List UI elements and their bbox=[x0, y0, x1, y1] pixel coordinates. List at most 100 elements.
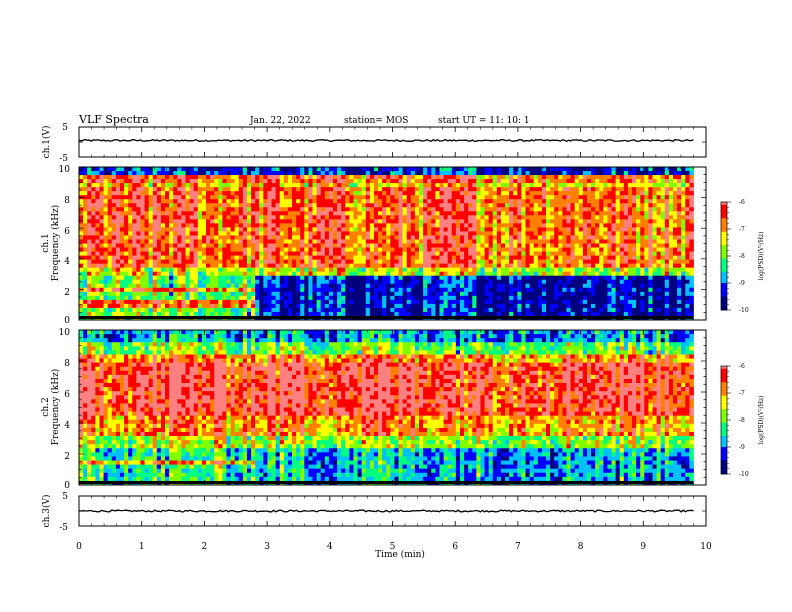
heatmap-cell bbox=[79, 223, 84, 228]
heatmap-cell bbox=[664, 287, 670, 293]
heatmap-cell bbox=[337, 283, 342, 289]
heatmap-cell bbox=[541, 183, 547, 188]
heatmap-cell bbox=[115, 167, 121, 172]
heatmap-cell bbox=[648, 287, 653, 293]
heatmap-cell bbox=[316, 207, 322, 212]
heatmap-cell bbox=[160, 299, 166, 305]
heatmap-cell bbox=[365, 207, 371, 212]
heatmap-cell bbox=[455, 203, 461, 208]
heatmap-cell bbox=[574, 247, 580, 252]
heatmap-cell bbox=[390, 263, 395, 269]
heatmap-cell bbox=[472, 175, 477, 180]
heatmap-cell bbox=[410, 199, 416, 204]
heatmap-cell bbox=[414, 187, 420, 192]
heatmap-cell bbox=[115, 287, 121, 293]
heatmap-cell bbox=[357, 219, 363, 224]
heatmap-cell bbox=[271, 279, 277, 285]
heatmap-cell bbox=[197, 259, 203, 265]
heatmap-cell bbox=[251, 291, 256, 297]
heatmap-cell bbox=[296, 271, 301, 277]
heatmap-cell bbox=[480, 263, 485, 269]
heatmap-cell bbox=[390, 279, 395, 285]
heatmap-cell bbox=[328, 251, 334, 256]
heatmap-cell bbox=[226, 295, 231, 301]
heatmap-cell bbox=[619, 203, 625, 208]
heatmap-cell bbox=[119, 223, 125, 228]
heatmap-cell bbox=[152, 223, 158, 228]
heatmap-cell bbox=[349, 247, 354, 252]
heatmap-cell bbox=[427, 243, 432, 248]
heatmap-cell bbox=[324, 223, 330, 228]
heatmap-cell bbox=[603, 255, 608, 261]
heatmap-cell bbox=[533, 255, 539, 261]
heatmap-cell bbox=[169, 211, 174, 216]
heatmap-cell bbox=[455, 195, 461, 200]
heatmap-cell bbox=[132, 291, 137, 297]
heatmap-cell bbox=[492, 295, 498, 301]
heatmap-cell bbox=[685, 199, 690, 204]
heatmap-cell bbox=[169, 275, 174, 281]
heatmap-cell bbox=[652, 215, 657, 220]
heatmap-cell bbox=[500, 199, 506, 204]
heatmap-cell bbox=[197, 175, 203, 180]
heatmap-cell bbox=[574, 231, 580, 236]
heatmap-cell bbox=[537, 223, 543, 228]
heatmap-cell bbox=[443, 267, 449, 273]
heatmap-cell bbox=[91, 279, 96, 285]
heatmap-cell bbox=[603, 175, 608, 180]
heatmap-cell bbox=[341, 259, 346, 265]
heatmap-cell bbox=[644, 227, 649, 232]
heatmap-cell bbox=[324, 247, 330, 252]
heatmap-cell bbox=[160, 259, 166, 265]
heatmap-cell bbox=[472, 295, 477, 301]
heatmap-cell bbox=[189, 223, 195, 228]
heatmap-cell bbox=[664, 235, 670, 240]
heatmap-cell bbox=[623, 259, 629, 265]
heatmap-cell bbox=[668, 247, 674, 252]
heatmap-cell bbox=[296, 291, 301, 297]
heatmap-cell bbox=[517, 255, 522, 261]
heatmap-cell bbox=[332, 171, 338, 176]
heatmap-cell bbox=[677, 203, 682, 208]
heatmap-cell bbox=[332, 203, 338, 208]
heatmap-cell bbox=[226, 207, 231, 212]
heatmap-cell bbox=[255, 267, 260, 273]
heatmap-cell bbox=[365, 175, 371, 180]
heatmap-cell bbox=[312, 223, 317, 228]
heatmap-cell bbox=[165, 227, 170, 232]
heatmap-cell bbox=[255, 259, 260, 265]
heatmap-cell bbox=[173, 207, 178, 212]
heatmap-cell bbox=[320, 167, 326, 172]
heatmap-cell bbox=[447, 267, 453, 273]
heatmap-cell bbox=[304, 187, 309, 192]
heatmap-cell bbox=[238, 187, 244, 192]
heatmap-cell bbox=[455, 295, 461, 301]
heatmap-cell bbox=[79, 251, 84, 256]
heatmap-cell bbox=[132, 283, 137, 289]
heatmap-cell bbox=[533, 263, 539, 269]
heatmap-cell bbox=[341, 167, 346, 172]
heatmap-cell bbox=[435, 187, 440, 192]
heatmap-cell bbox=[382, 235, 387, 240]
heatmap-cell bbox=[574, 223, 580, 228]
heatmap-cell bbox=[685, 243, 690, 248]
heatmap-cell bbox=[406, 203, 412, 208]
heatmap-cell bbox=[607, 291, 612, 297]
heatmap-cell bbox=[640, 247, 645, 252]
heatmap-cell bbox=[201, 263, 207, 269]
heatmap-cell bbox=[656, 287, 662, 293]
heatmap-cell bbox=[357, 271, 363, 277]
heatmap-cell bbox=[124, 203, 129, 208]
heatmap-cell bbox=[353, 175, 358, 180]
spectrogram-heatmap bbox=[79, 167, 706, 321]
heatmap-cell bbox=[144, 251, 150, 256]
heatmap-cell bbox=[177, 211, 182, 216]
heatmap-cell bbox=[296, 175, 301, 180]
heatmap-cell bbox=[623, 171, 629, 176]
heatmap-cell bbox=[406, 187, 412, 192]
heatmap-cell bbox=[365, 259, 371, 265]
heatmap-cell bbox=[623, 235, 629, 240]
heatmap-cell bbox=[259, 195, 264, 200]
heatmap-cell bbox=[439, 287, 444, 293]
heatmap-cell bbox=[586, 223, 592, 228]
